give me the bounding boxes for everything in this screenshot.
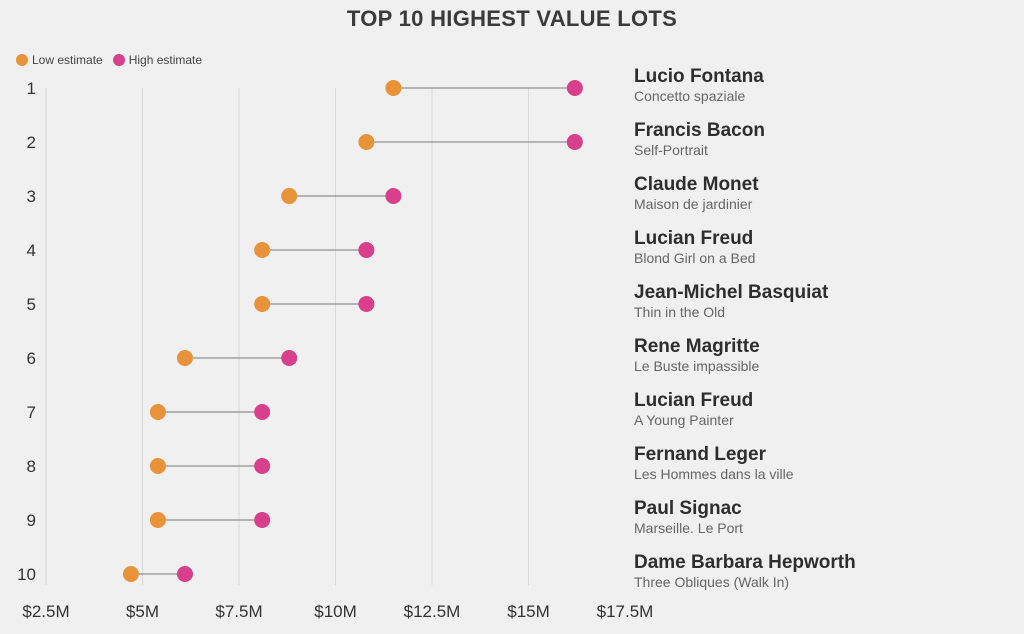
legend-label-low: Low estimate [32, 53, 103, 67]
x-tick-label: $12.5M [404, 602, 461, 621]
artist-name: Lucian Freud [634, 390, 753, 411]
artist-name: Jean-Michel Basquiat [634, 282, 829, 303]
high-estimate-point [566, 134, 583, 150]
work-title: Thin in the Old [634, 304, 725, 320]
legend-swatch-high [112, 54, 125, 66]
work-title: Blond Girl on a Bed [634, 250, 755, 266]
x-tick-label: $2.5M [22, 602, 69, 621]
artist-name: Dame Barbara Hepworth [634, 552, 856, 573]
high-estimate-point [566, 80, 583, 96]
artist-name: Claude Monet [634, 174, 759, 195]
low-estimate-point [122, 566, 139, 582]
legend-swatch-low [16, 54, 28, 66]
x-tick-label: $17.5M [597, 602, 654, 621]
low-estimate-point [385, 80, 402, 96]
work-title: Marseille. Le Port [634, 520, 743, 536]
high-estimate-point [254, 512, 271, 528]
work-title: Le Buste impassible [634, 358, 760, 374]
artist-name: Lucio Fontana [634, 66, 764, 87]
low-estimate-point [149, 404, 166, 420]
artist-name: Lucian Freud [634, 228, 753, 249]
x-tick-label: $5M [126, 602, 159, 621]
high-estimate-point [358, 296, 375, 312]
x-tick-label: $15M [507, 602, 550, 621]
rank-label: 6 [27, 349, 36, 368]
legend-item-low: Low estimate [16, 53, 103, 67]
low-estimate-point [358, 134, 375, 150]
low-estimate-point [254, 242, 271, 258]
rank-label: 1 [27, 79, 36, 98]
low-estimate-point [149, 458, 166, 474]
work-title: Self-Portrait [634, 142, 708, 158]
legend-item-high: High estimate [112, 53, 203, 67]
rank-label: 4 [27, 241, 36, 260]
artist-name: Rene Magritte [634, 336, 760, 357]
x-tick-label: $10M [314, 602, 357, 621]
low-estimate-point [176, 350, 193, 366]
legend: Low estimate High estimate [16, 53, 202, 67]
high-estimate-point [281, 350, 298, 366]
rank-label: 9 [27, 511, 36, 530]
rank-label: 2 [27, 133, 36, 152]
high-estimate-point [254, 458, 271, 474]
rank-label: 5 [27, 295, 36, 314]
work-title: A Young Painter [634, 412, 734, 428]
artist-name: Francis Bacon [634, 120, 765, 141]
rank-label: 8 [27, 457, 36, 476]
work-title: Three Obliques (Walk In) [634, 574, 789, 590]
low-estimate-point [149, 512, 166, 528]
x-tick-label: $7.5M [215, 602, 262, 621]
rank-label: 3 [27, 187, 36, 206]
work-title: Concetto spaziale [634, 88, 746, 104]
rank-label: 7 [27, 403, 36, 422]
chart-title: TOP 10 HIGHEST VALUE LOTS [346, 6, 678, 31]
work-title: Les Hommes dans la ville [634, 466, 794, 482]
artist-name: Paul Signac [634, 498, 742, 519]
low-estimate-point [281, 188, 298, 204]
high-estimate-point [254, 404, 271, 420]
high-estimate-point [176, 566, 193, 582]
low-estimate-point [254, 296, 271, 312]
high-estimate-point [358, 242, 375, 258]
rank-label: 10 [17, 565, 36, 584]
work-title: Maison de jardinier [634, 196, 753, 212]
legend-label-high: High estimate [128, 53, 203, 67]
high-estimate-point [385, 188, 402, 204]
artist-name: Fernand Leger [634, 444, 767, 465]
